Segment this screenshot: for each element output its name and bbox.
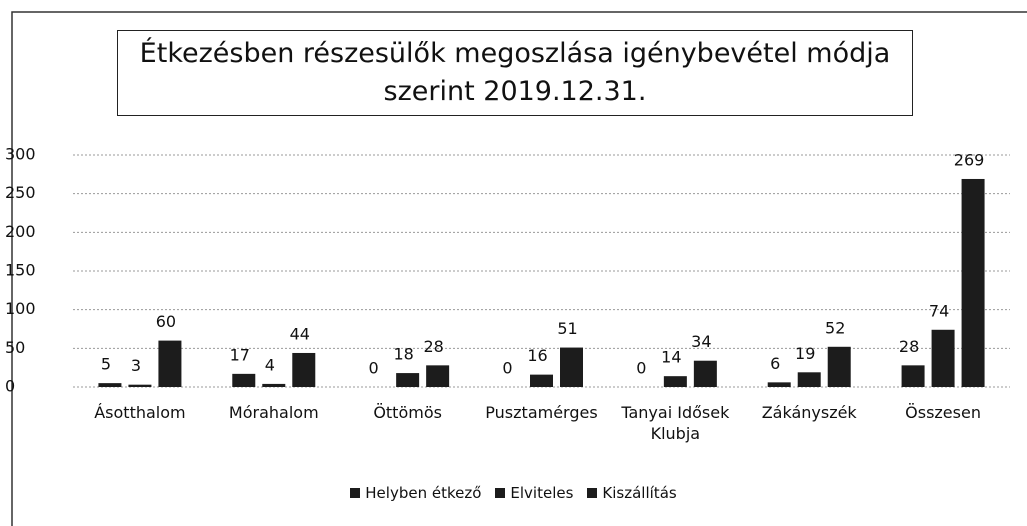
data-label: 5 [101,355,111,374]
legend-item: Helyben étkező [350,484,481,502]
y-tick-label: 150 [5,261,36,280]
data-label: 269 [954,150,985,169]
data-label: 17 [230,345,250,364]
data-label: 28 [899,337,919,356]
bar [560,347,583,387]
legend: Helyben étkező Elviteles Kiszállítás [0,484,1027,502]
bar [827,346,851,387]
data-label: 19 [795,344,815,363]
data-label: 51 [557,319,577,338]
data-label: 3 [131,356,141,375]
chart-frame [11,11,1027,526]
x-tick-label: Mórahalom [228,403,319,422]
y-tick-label: 50 [5,338,25,357]
bar [663,376,687,387]
bar [98,383,122,387]
legend-swatch [587,488,598,498]
y-tick-label: 100 [5,299,36,318]
bar [426,365,450,387]
y-tick-label: 250 [5,183,36,202]
data-label: 4 [265,355,275,374]
data-label: 16 [527,346,547,365]
bar [292,352,316,387]
x-tick-label: Pusztamérges [485,403,598,422]
bar [797,372,821,387]
y-tick-label: 300 [5,145,36,164]
data-label: 14 [661,348,681,367]
legend-item: Elviteles [495,484,573,502]
data-label: 74 [929,301,949,320]
bar [396,373,420,387]
bar [931,329,955,387]
data-label: 0 [502,359,512,378]
bar [767,382,791,387]
bar [693,360,717,387]
x-tick-label: Öttömös [373,403,442,422]
x-tick-label: Tanyai Idősek Klubja [621,403,730,443]
data-label: 52 [825,318,845,337]
bar [530,374,553,387]
bar [158,340,182,387]
legend-swatch [350,488,361,498]
x-tick-label: Zákányszék [761,403,857,422]
bar [901,365,925,387]
y-tick-label: 0 [5,377,15,396]
data-label: 60 [156,312,176,331]
x-tick-label: Összesen [905,403,981,422]
legend-label: Elviteles [510,484,574,502]
data-label: 0 [636,359,646,378]
bar [232,373,256,387]
data-label: 34 [691,332,711,351]
data-label: 0 [369,359,379,378]
data-label: 18 [393,345,413,364]
legend-swatch [495,488,506,498]
bar [128,384,152,387]
data-label: 28 [423,337,443,356]
x-tick-label: Ásotthalom [94,403,186,422]
y-tick-label: 200 [5,222,36,241]
legend-item: Kiszállítás [587,484,677,502]
legend-label: Helyben étkező [365,484,482,502]
bar [961,178,985,387]
data-label: 44 [290,324,310,343]
bar [262,383,286,387]
chart-title: Étkezésben részesülők megoszlása igénybe… [117,30,913,116]
data-label: 6 [770,354,780,373]
legend-label: Kiszállítás [602,484,677,502]
